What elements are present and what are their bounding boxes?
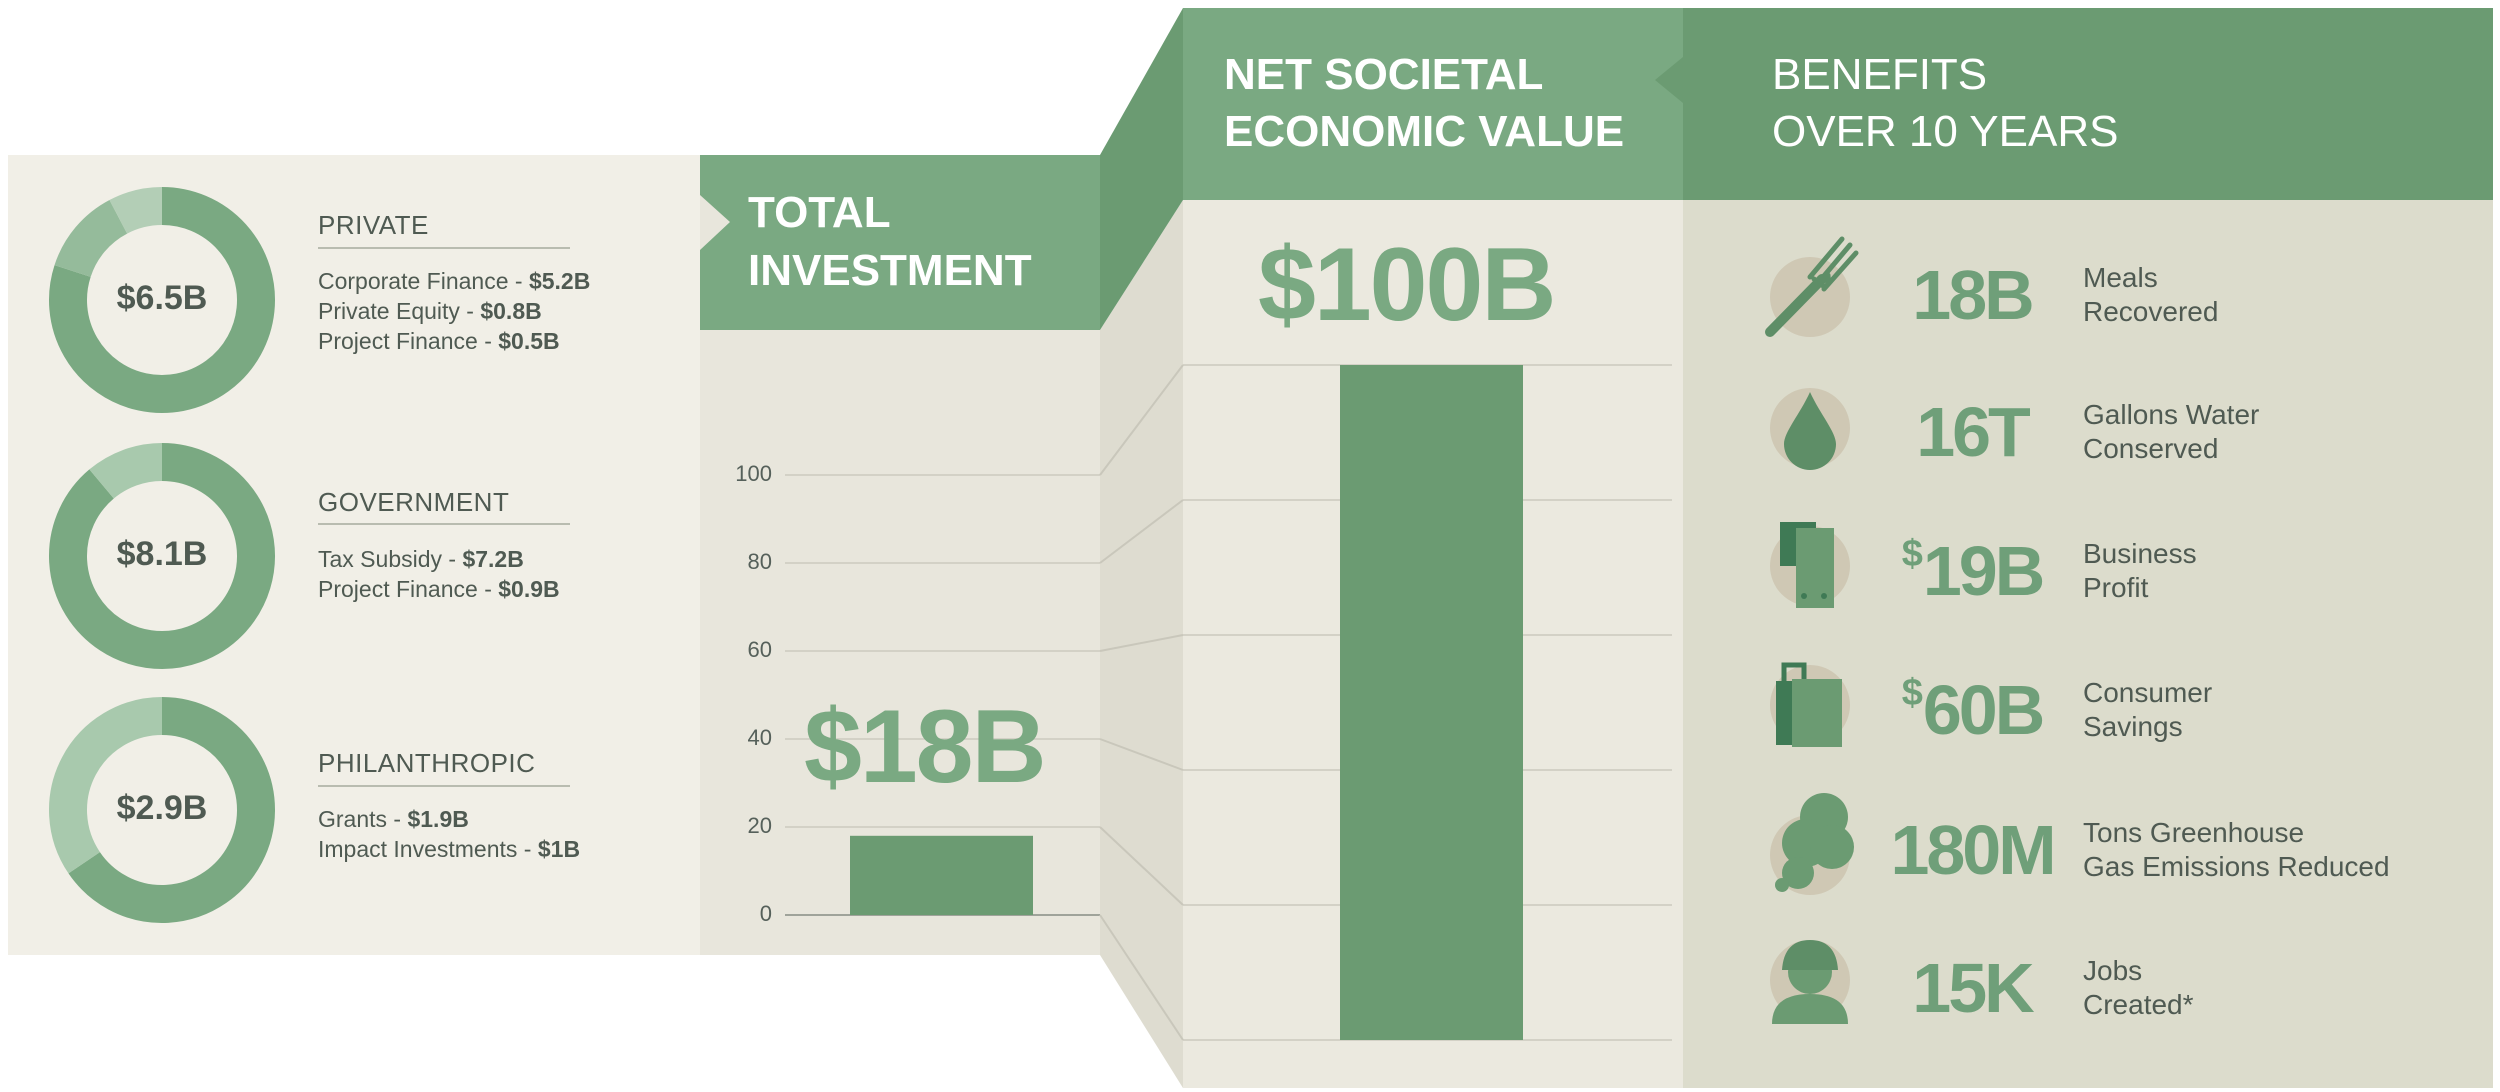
benefit-label-line: Tons Greenhouse [2083,817,2305,848]
societal-header-bg [1183,8,1683,200]
y-tick-label: 100 [735,461,772,486]
donut-slice [49,697,163,874]
fork-icon [1765,236,1859,337]
y-tick-label: 0 [759,901,772,926]
funding-line: Project Finance - $0.5B [318,328,560,354]
benefit-value: 180M [1852,810,2092,890]
donut-total-private: $6.5B [116,279,208,317]
donut-slice [109,187,163,234]
funding-line: Grants - $1.9B [318,806,469,832]
benefit-label: Jobs Created* [2083,954,2194,1022]
benefit-value-prefix: $ [1901,672,1923,714]
funding-line: Project Finance - $0.9B [318,576,560,602]
benefit-label-line: Conserved [2083,433,2219,464]
benefit-label-line: Consumer [2083,677,2213,708]
funding-line: Tax Subsidy - $7.2B [318,546,524,572]
societal-header-line1: NET SOCIETAL [1224,50,1544,99]
benefit-value-prefix: $ [1901,533,1923,575]
water-drop-icon [1770,388,1850,470]
benefit-value: $60B [1852,670,2092,750]
donut-slice [54,199,128,278]
funding-rule [318,523,570,525]
investment-header-bg [700,155,1100,330]
benefit-value-number: 180M [1890,811,2056,889]
benefit-value-number: 16T [1916,393,2031,471]
benefit-label-line: Jobs [2083,955,2143,986]
benefit-value: 18B [1852,255,2092,335]
benefits-panel [1683,200,2493,1088]
benefit-label-line: Savings [2083,711,2183,742]
money-icon [1770,522,1850,608]
benefit-label-line: Gallons Water [2083,399,2260,430]
benefit-label-line: Recovered [2083,296,2219,327]
funding-title-private: PRIVATE [318,210,429,240]
shopping-bag-icon [1770,662,1850,747]
benefits-header-line1: BENEFITS [1772,50,1988,99]
worker-icon [1770,940,1850,1024]
y-tick-label: 40 [747,725,772,750]
donut-total-government: $8.1B [116,535,208,573]
gridline-connector [1099,634,1184,652]
benefit-label: Tons Greenhouse Gas Emissions Reduced [2083,816,2390,884]
y-tick-label: 20 [747,813,772,838]
funding-rule [318,785,570,787]
benefits-header-bg [1683,8,2493,200]
gridline-connector [1099,738,1184,771]
funding-panel [8,155,700,955]
benefit-label-line: Gas Emissions Reduced [2083,851,2390,882]
societal-header-line2: ECONOMIC VALUE [1224,107,1625,156]
investment-header-notch [700,195,730,250]
benefits-header-line2: OVER 10 YEARS [1772,107,2119,156]
benefit-value-number: 60B [1922,671,2045,749]
benefit-value-number: 18B [1912,256,2034,334]
funding-title-philanthropic: PHILANTHROPIC [318,748,536,778]
funding-line: Impact Investments - $1B [318,836,581,862]
societal-big-label: $100B [1258,227,1556,343]
donut-slice [68,697,275,923]
benefit-value: $19B [1852,531,2092,611]
funding-rule [318,247,570,249]
bar-total-investment [850,835,1033,915]
benefit-value-number: 15K [1912,949,2034,1027]
cloud-icon [1770,793,1854,895]
gridline-connector [1099,499,1184,564]
benefits-header-notch [1655,57,1683,103]
investment-header-line1: TOTAL [748,188,891,237]
benefit-label: Consumer Savings [2083,676,2212,744]
donut-total-philanthropic: $2.9B [116,789,208,827]
gridline-connector [1099,826,1184,906]
benefit-label: Meals Recovered [2083,261,2218,329]
investment-big-label: $18B [804,689,1047,805]
benefit-value: 16T [1852,392,2092,472]
donut-slice [49,187,275,413]
gridline-connector [1099,364,1184,476]
y-tick-label: 80 [747,549,772,574]
donut-slice [89,443,163,499]
funding-title-government: GOVERNMENT [318,487,510,517]
donut-slice [49,443,275,669]
benefit-label: Business Profit [2083,537,2197,605]
bar-net-societal-value [1340,365,1523,1040]
benefit-value: 15K [1852,948,2092,1028]
investment-header-line2: INVESTMENT [748,246,1032,295]
funding-line: Private Equity - $0.8B [318,298,542,324]
benefit-value-number: 19B [1922,532,2045,610]
y-tick-label: 60 [747,637,772,662]
fold-header [1100,8,1183,330]
benefit-label-line: Created* [2083,989,2194,1020]
benefit-label-line: Business [2083,538,2197,569]
funding-line: Corporate Finance - $5.2B [318,268,591,294]
gridline-connector [1099,914,1184,1041]
benefit-label-line: Meals [2083,262,2158,293]
benefit-label-line: Profit [2083,572,2149,603]
benefit-label: Gallons Water Conserved [2083,398,2259,466]
